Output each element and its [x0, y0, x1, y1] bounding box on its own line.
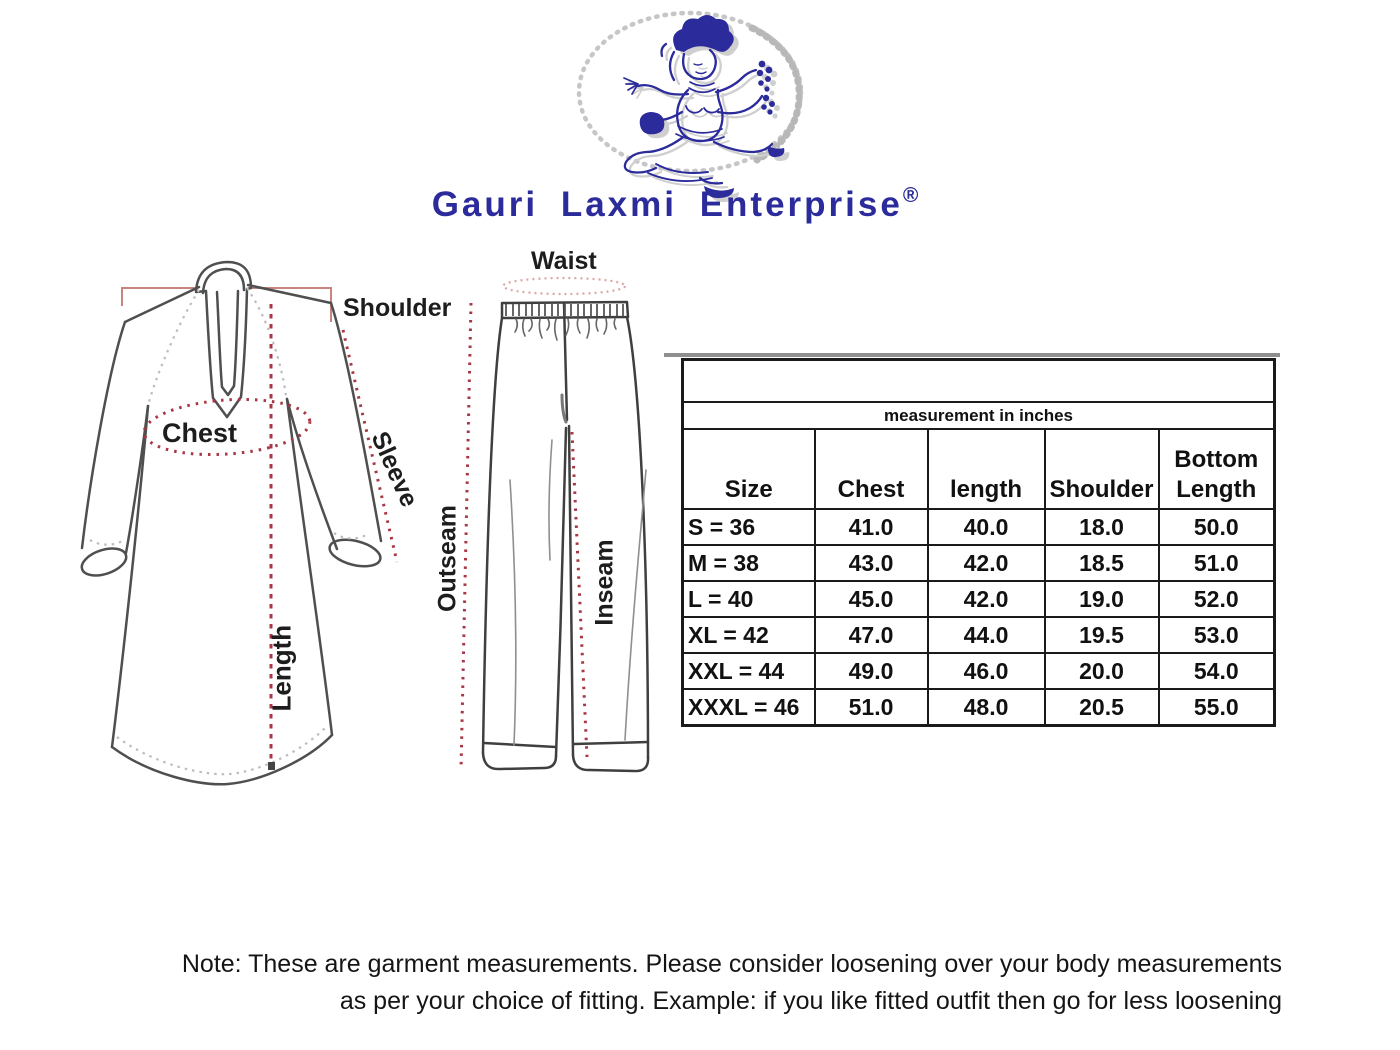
- bottom-length-cell: 51.0: [1157, 544, 1276, 582]
- note-line-2: as per your choice of fitting. Example: …: [339, 987, 1282, 1015]
- bottom-length-cell: 54.0: [1157, 652, 1276, 690]
- shoulder-cell: 20.0: [1043, 652, 1160, 690]
- table-row: XXL = 44 49.0 46.0 20.0 54.0: [681, 652, 1276, 690]
- bottom-length-cell: 55.0: [1157, 688, 1276, 727]
- laxmi-deity-logo: [576, 10, 804, 204]
- chest-cell: 49.0: [813, 652, 929, 690]
- label-chest: Chest: [162, 418, 238, 448]
- pants-diagram: [459, 276, 650, 773]
- size-cell: L = 40: [681, 580, 816, 618]
- label-length: Length: [266, 624, 297, 712]
- note-text: Note: These are garment measurements. Pl…: [90, 946, 1282, 1020]
- shoulder-cell: 18.0: [1043, 508, 1160, 546]
- table-row: XL = 42 47.0 44.0 19.5 53.0: [681, 616, 1276, 654]
- table-row: XXXL = 46 51.0 48.0 20.5 55.0: [681, 688, 1276, 727]
- bottom-length-cell: 53.0: [1157, 616, 1276, 654]
- chest-cell: 51.0: [813, 688, 929, 727]
- table-row: L = 40 45.0 42.0 19.0 52.0: [681, 580, 1276, 618]
- table-row-header: Size Chest length Shoulder Bottom Length: [681, 428, 1276, 510]
- label-inseam: Inseam: [590, 539, 619, 626]
- chest-cell: 47.0: [813, 616, 929, 654]
- measurement-table: measurement in inches Size Chest length …: [681, 358, 1277, 727]
- header-chest: Chest: [813, 428, 929, 510]
- note-line-1: Note: These are garment measurements. Pl…: [181, 950, 1282, 978]
- inseam-measure-line: [570, 431, 589, 758]
- sleeve-measure-line: [341, 329, 399, 563]
- header-shoulder: Shoulder: [1043, 428, 1160, 510]
- shoulder-cell: 20.5: [1043, 688, 1160, 727]
- size-cell: M = 38: [681, 544, 816, 582]
- header-bottom-length: Bottom Length: [1157, 428, 1276, 510]
- size-cell: S = 36: [681, 508, 816, 546]
- table-row-empty: [681, 358, 1276, 403]
- shoulder-cell: 18.5: [1043, 544, 1160, 582]
- length-cell: 42.0: [926, 580, 1046, 618]
- table-row-title: measurement in inches: [681, 401, 1276, 430]
- brand-name: Gauri Laxmi Enterprise®: [385, 184, 965, 225]
- chest-cell: 45.0: [813, 580, 929, 618]
- table-row: S = 36 41.0 40.0 18.0 50.0: [681, 508, 1276, 546]
- empty-cell: [681, 358, 1276, 403]
- bottom-length-cell: 52.0: [1157, 580, 1276, 618]
- waist-measure-ellipse: [501, 276, 627, 296]
- registered-trademark: ®: [902, 184, 919, 207]
- shoulder-measure-line: [121, 287, 332, 322]
- chest-cell: 41.0: [813, 508, 929, 546]
- length-cell: 42.0: [926, 544, 1046, 582]
- chest-measure-ellipse: [142, 397, 312, 457]
- header-size: Size: [681, 428, 816, 510]
- length-cell: 46.0: [926, 652, 1046, 690]
- length-cell: 40.0: [926, 508, 1046, 546]
- table-top-rule: [664, 353, 1280, 357]
- kurta-diagram: [80, 260, 399, 786]
- brand-name-text: Gauri Laxmi Enterprise: [431, 185, 903, 224]
- outseam-measure-line: [459, 302, 473, 771]
- bottom-length-cell: 50.0: [1157, 508, 1276, 546]
- label-outseam: Outseam: [433, 505, 462, 612]
- size-cell: XXXL = 46: [681, 688, 816, 727]
- label-waist: Waist: [531, 247, 597, 275]
- size-cell: XL = 42: [681, 616, 816, 654]
- length-cell: 48.0: [926, 688, 1046, 727]
- shoulder-cell: 19.0: [1043, 580, 1160, 618]
- table-row: M = 38 43.0 42.0 18.5 51.0: [681, 544, 1276, 582]
- size-cell: XXL = 44: [681, 652, 816, 690]
- header-length: length: [926, 428, 1046, 510]
- length-cell: 44.0: [926, 616, 1046, 654]
- chest-cell: 43.0: [813, 544, 929, 582]
- shoulder-cell: 19.5: [1043, 616, 1160, 654]
- table-title: measurement in inches: [681, 401, 1276, 430]
- label-shoulder: Shoulder: [343, 294, 452, 322]
